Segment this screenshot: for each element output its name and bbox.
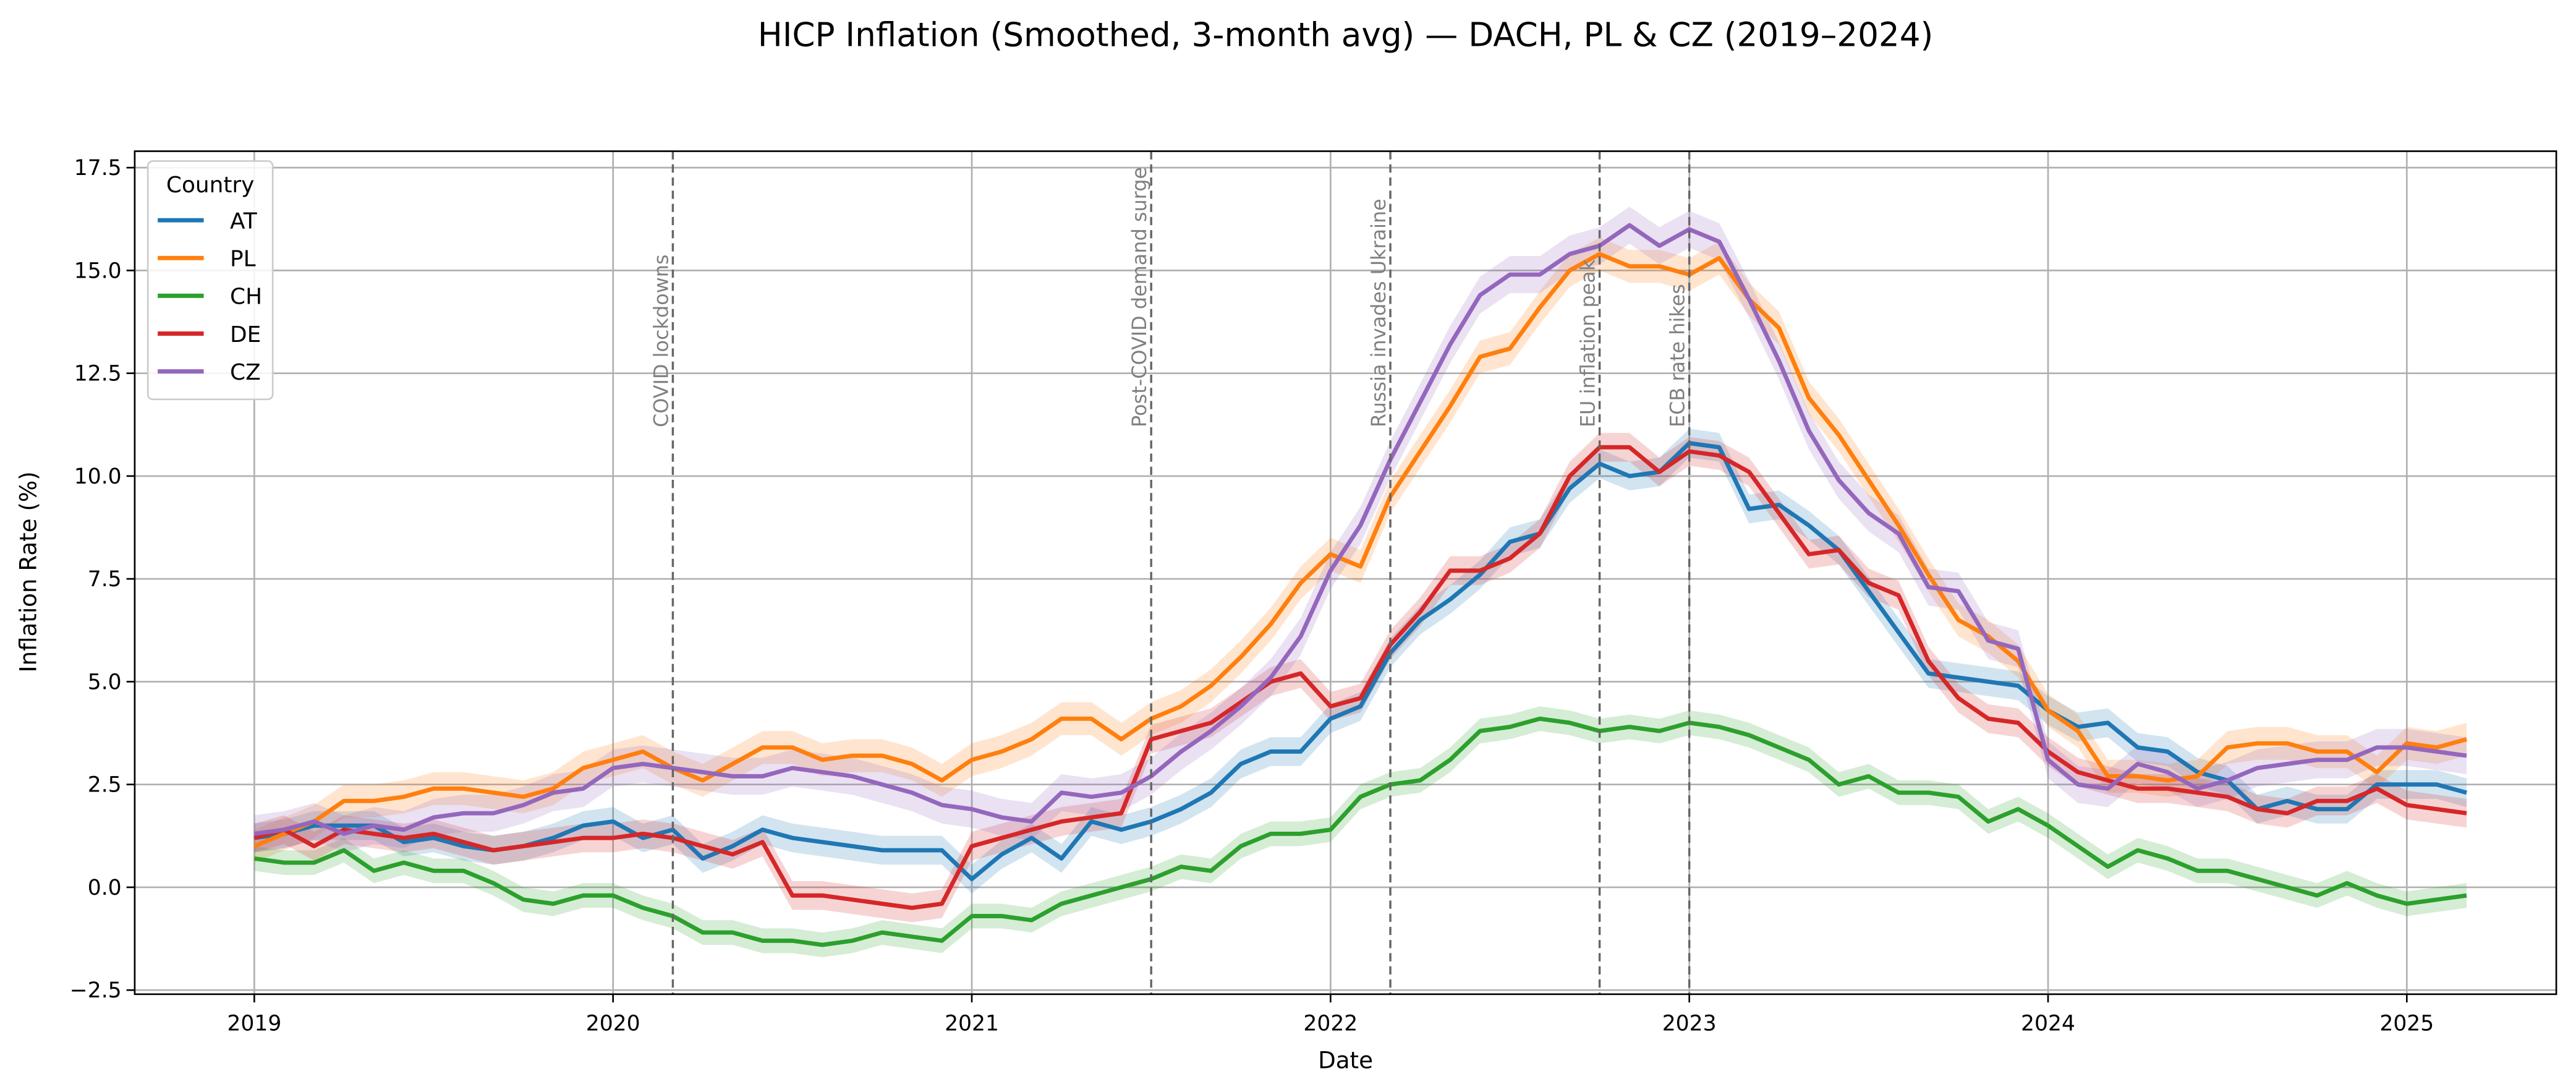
annotation-label: ECB rate hikes [1666,284,1690,427]
legend-label: CZ [230,360,261,385]
x-tick-label: 2023 [1662,1011,1717,1036]
x-tick-label: 2024 [2021,1011,2075,1036]
y-tick-label: 7.5 [88,567,122,592]
x-tick-label: 2019 [227,1011,281,1036]
annotation-label: EU inflation peak [1576,259,1600,427]
legend-label: CH [230,284,262,310]
x-tick-label: 2022 [1303,1011,1358,1036]
legend-label: PL [230,247,256,272]
confidence-band [254,237,2467,863]
y-tick-label: 10.0 [74,464,122,489]
annotation-label: Russia invades Ukraine [1367,198,1390,427]
series-line [253,223,2467,836]
y-tick-label: 12.5 [74,362,122,386]
y-tick-label: 2.5 [88,773,122,798]
legend-label: AT [230,208,258,234]
y-axis-label: Inflation Rate (%) [14,471,41,672]
x-tick-label: 2020 [586,1011,640,1036]
y-tick-label: 15.0 [74,258,122,283]
legend-label: DE [230,322,261,348]
annotation-label: COVID lockdowns [649,254,673,427]
y-tick-label: 5.0 [88,670,122,694]
x-tick-label: 2021 [945,1011,999,1036]
series-line [253,252,2467,848]
axes-frame [134,150,2557,996]
y-tick-label: 17.5 [74,156,122,181]
axes: −2.5 0.0 2.5 5.0 7.5 10.0 12.5 15.0 17.5 2019 2020… [70,150,2557,1036]
series-line [253,441,2467,882]
y-tick-label: 0.0 [88,876,122,900]
confidence-band [254,207,2467,853]
series-line [253,716,2467,947]
series-line [253,445,2467,910]
chart-title: HICP Inflation (Smoothed, 3-month avg) —… [758,15,1934,54]
x-tick-label: 2025 [2379,1011,2434,1036]
legend-title: Country [166,173,254,198]
x-axis-label: Date [1318,1046,1373,1073]
plot-area: COVID lockdowns Post-COVID demand surge Ru… [253,151,2467,994]
annotation-label: Post-COVID demand surge [1128,167,1151,427]
y-tick-label: −2.5 [70,978,122,1003]
